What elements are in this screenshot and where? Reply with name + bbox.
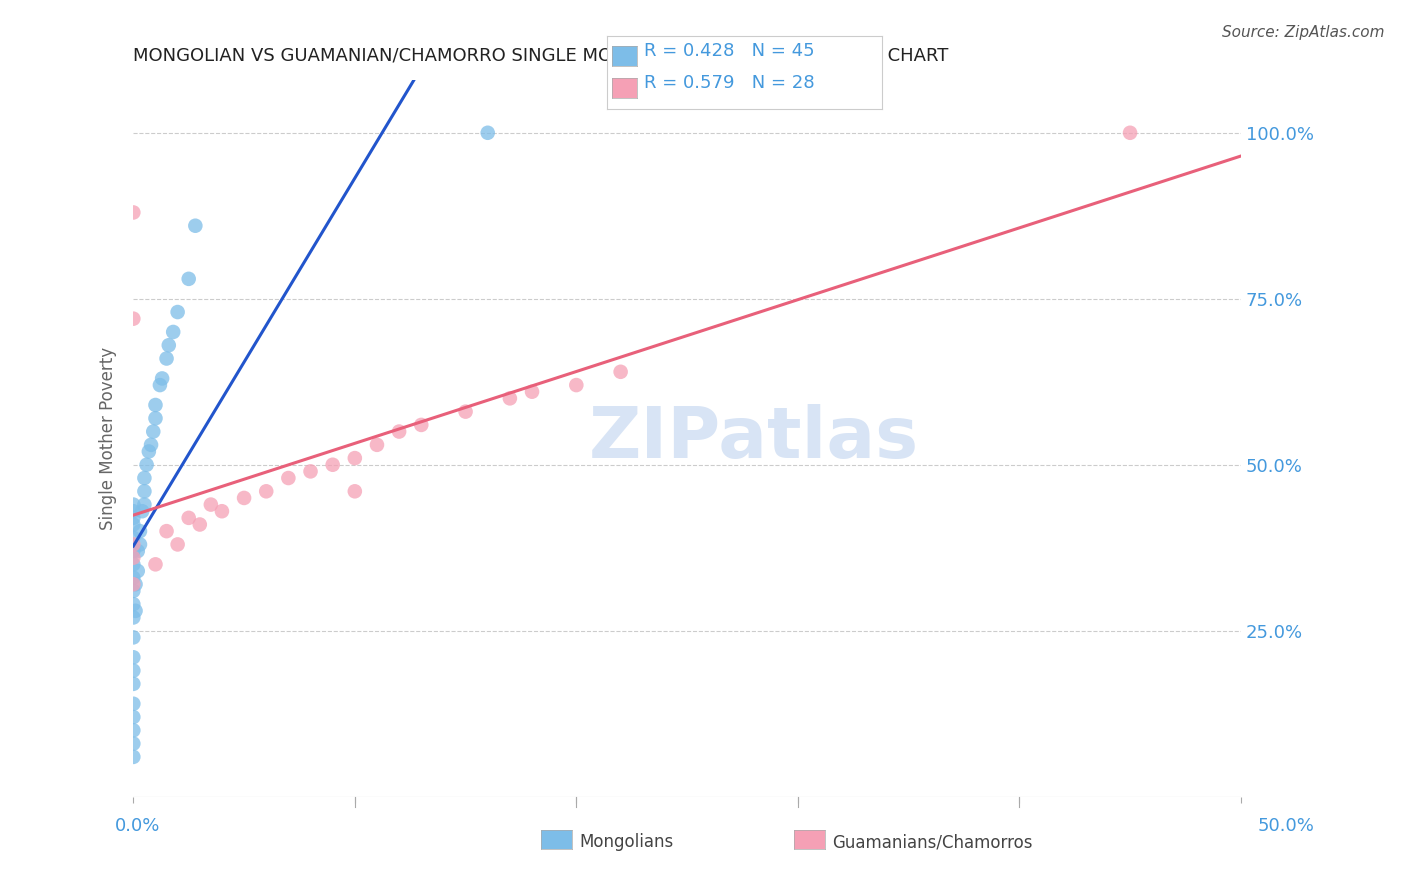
Point [134,484,156,499]
Point [122,597,145,611]
Point [145,411,167,425]
Text: MONGOLIAN VS GUAMANIAN/CHAMORRO SINGLE MOTHER POVERTY CORRELATION CHART: MONGOLIAN VS GUAMANIAN/CHAMORRO SINGLE M… [134,46,949,64]
Point [184,219,207,233]
Point [122,544,145,558]
Point [155,524,177,538]
Point [122,577,145,591]
Point [122,750,145,764]
Point [145,398,167,412]
Point [122,517,145,532]
Point [122,531,145,545]
Point [129,537,152,551]
Point [388,425,411,439]
Point [122,504,145,518]
Text: 50.0%: 50.0% [1258,817,1315,835]
Point [122,697,145,711]
Point [1119,126,1142,140]
Point [166,305,188,319]
Point [277,471,299,485]
Point [122,737,145,751]
Point [565,378,588,392]
Point [139,438,162,452]
Point [454,404,477,418]
Text: R = 0.579   N = 28: R = 0.579 N = 28 [644,74,814,92]
Point [411,417,433,432]
Point [155,351,177,366]
Text: 0.0%: 0.0% [115,817,160,835]
Text: Mongolians: Mongolians [579,833,673,851]
Point [177,511,200,525]
Point [122,205,145,219]
Point [134,471,156,485]
Point [122,511,145,525]
Point [134,498,156,512]
Text: Source: ZipAtlas.com: Source: ZipAtlas.com [1222,25,1385,40]
Point [138,444,160,458]
Point [233,491,256,505]
Point [188,517,211,532]
Point [254,484,277,499]
Point [129,524,152,538]
Point [366,438,388,452]
Point [122,498,145,512]
Y-axis label: Single Mother Poverty: Single Mother Poverty [100,347,117,530]
Point [142,425,165,439]
Text: ZIPatlas: ZIPatlas [589,404,918,473]
Point [520,384,543,399]
Point [122,723,145,738]
Point [322,458,344,472]
Point [135,458,157,472]
Point [477,126,499,140]
Point [122,650,145,665]
Point [122,583,145,598]
Text: Guamanians/Chamorros: Guamanians/Chamorros [832,833,1033,851]
Point [122,677,145,691]
Point [299,464,322,478]
Point [124,577,146,591]
Point [122,631,145,645]
Point [122,558,145,572]
Point [122,311,145,326]
Point [131,504,153,518]
Point [122,550,145,565]
Point [122,710,145,724]
Point [162,325,184,339]
Point [343,451,366,466]
Point [177,272,200,286]
Point [157,338,180,352]
Text: R = 0.428   N = 45: R = 0.428 N = 45 [644,42,814,60]
Point [122,537,145,551]
Point [122,571,145,585]
Point [211,504,233,518]
Point [200,498,222,512]
Point [122,664,145,678]
Point [122,610,145,624]
Point [166,537,188,551]
Point [145,558,167,572]
Point [124,604,146,618]
Point [127,564,149,578]
Point [127,544,149,558]
Point [343,484,366,499]
Point [499,392,522,406]
Point [149,378,172,392]
Point [609,365,631,379]
Point [150,371,173,385]
